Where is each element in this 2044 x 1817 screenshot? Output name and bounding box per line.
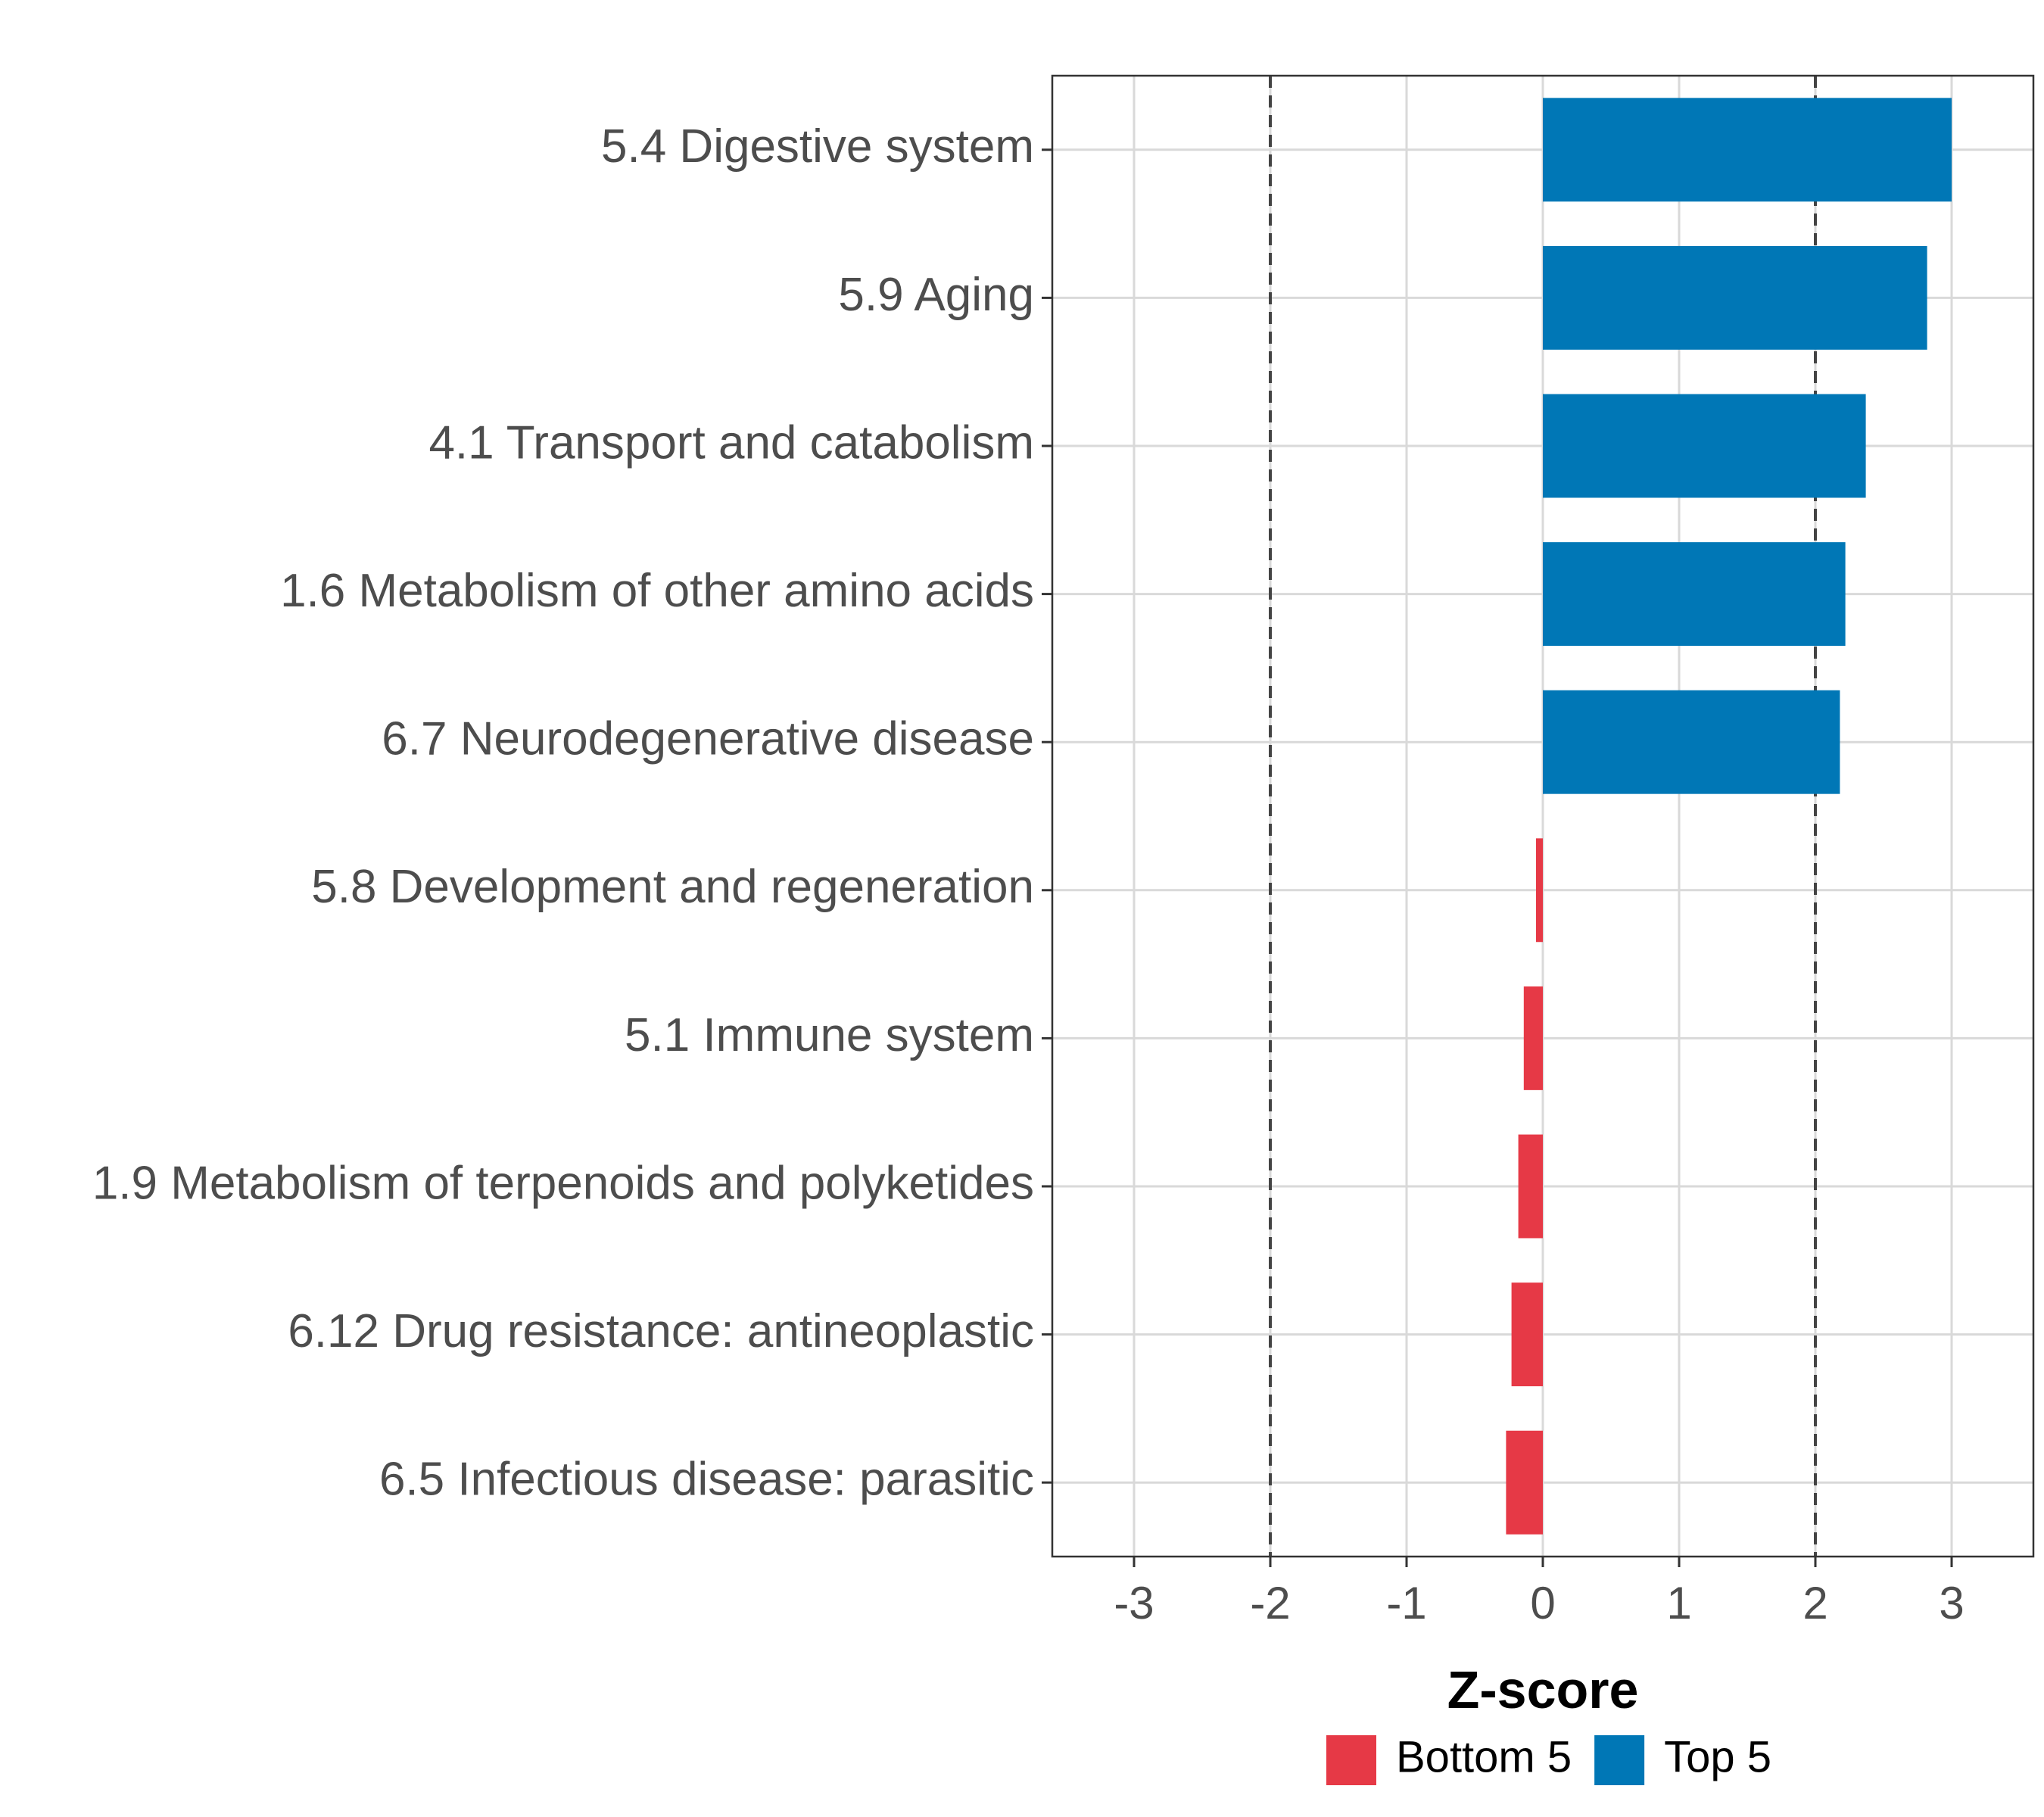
bar-bottom5 bbox=[1506, 1430, 1543, 1535]
x-axis-ticks bbox=[1133, 1557, 1953, 1567]
bar-top5 bbox=[1543, 394, 1866, 498]
x-tick-label: -2 bbox=[1250, 1578, 1290, 1628]
category-label: 6.12 Drug resistance: antineoplastic bbox=[288, 1305, 1034, 1357]
legend-label: Bottom 5 bbox=[1396, 1732, 1572, 1781]
legend-key-bottom5 bbox=[1326, 1735, 1376, 1785]
legend-label: Top 5 bbox=[1664, 1732, 1771, 1781]
category-label: 4.1 Transport and catabolism bbox=[428, 416, 1034, 469]
category-label: 5.9 Aging bbox=[838, 269, 1034, 321]
category-label: 6.5 Infectious disease: parasitic bbox=[379, 1454, 1034, 1506]
bar-top5 bbox=[1543, 690, 1840, 794]
bar-bottom5 bbox=[1518, 1134, 1543, 1239]
category-label: 1.6 Metabolism of other amino acids bbox=[280, 565, 1034, 617]
category-label: 1.9 Metabolism of terpenoids and polyket… bbox=[92, 1157, 1034, 1209]
bars bbox=[1506, 98, 1952, 1535]
x-axis-labels: -3 -2 -1 0 1 2 3 bbox=[1114, 1578, 1964, 1628]
category-label: 6.7 Neurodegenerative disease bbox=[382, 713, 1034, 765]
y-axis-labels: 5.4 Digestive system 5.9 Aging 4.1 Transpo… bbox=[92, 120, 1034, 1505]
x-tick-label: -3 bbox=[1114, 1578, 1154, 1628]
bar-top5 bbox=[1543, 98, 1952, 202]
category-label: 5.4 Digestive system bbox=[601, 120, 1034, 173]
x-tick-label: 0 bbox=[1530, 1578, 1555, 1628]
bar-top5 bbox=[1543, 542, 1846, 647]
x-tick-label: -1 bbox=[1386, 1578, 1426, 1628]
y-axis-ticks bbox=[1042, 148, 1052, 1484]
bar-top5 bbox=[1543, 245, 1927, 350]
bar-bottom5 bbox=[1536, 838, 1543, 943]
x-tick-label: 3 bbox=[1939, 1578, 1964, 1628]
bar-bottom5 bbox=[1523, 986, 1543, 1090]
legend: Bottom 5 Top 5 bbox=[1326, 1732, 1771, 1785]
bar-bottom5 bbox=[1511, 1282, 1543, 1387]
x-tick-label: 1 bbox=[1666, 1578, 1691, 1628]
category-label: 5.8 Development and regeneration bbox=[311, 861, 1034, 913]
x-tick-label: 2 bbox=[1803, 1578, 1827, 1628]
legend-key-top5 bbox=[1594, 1735, 1645, 1785]
category-label: 5.1 Immune system bbox=[625, 1009, 1034, 1061]
x-axis-title: Z-score bbox=[1447, 1660, 1639, 1719]
